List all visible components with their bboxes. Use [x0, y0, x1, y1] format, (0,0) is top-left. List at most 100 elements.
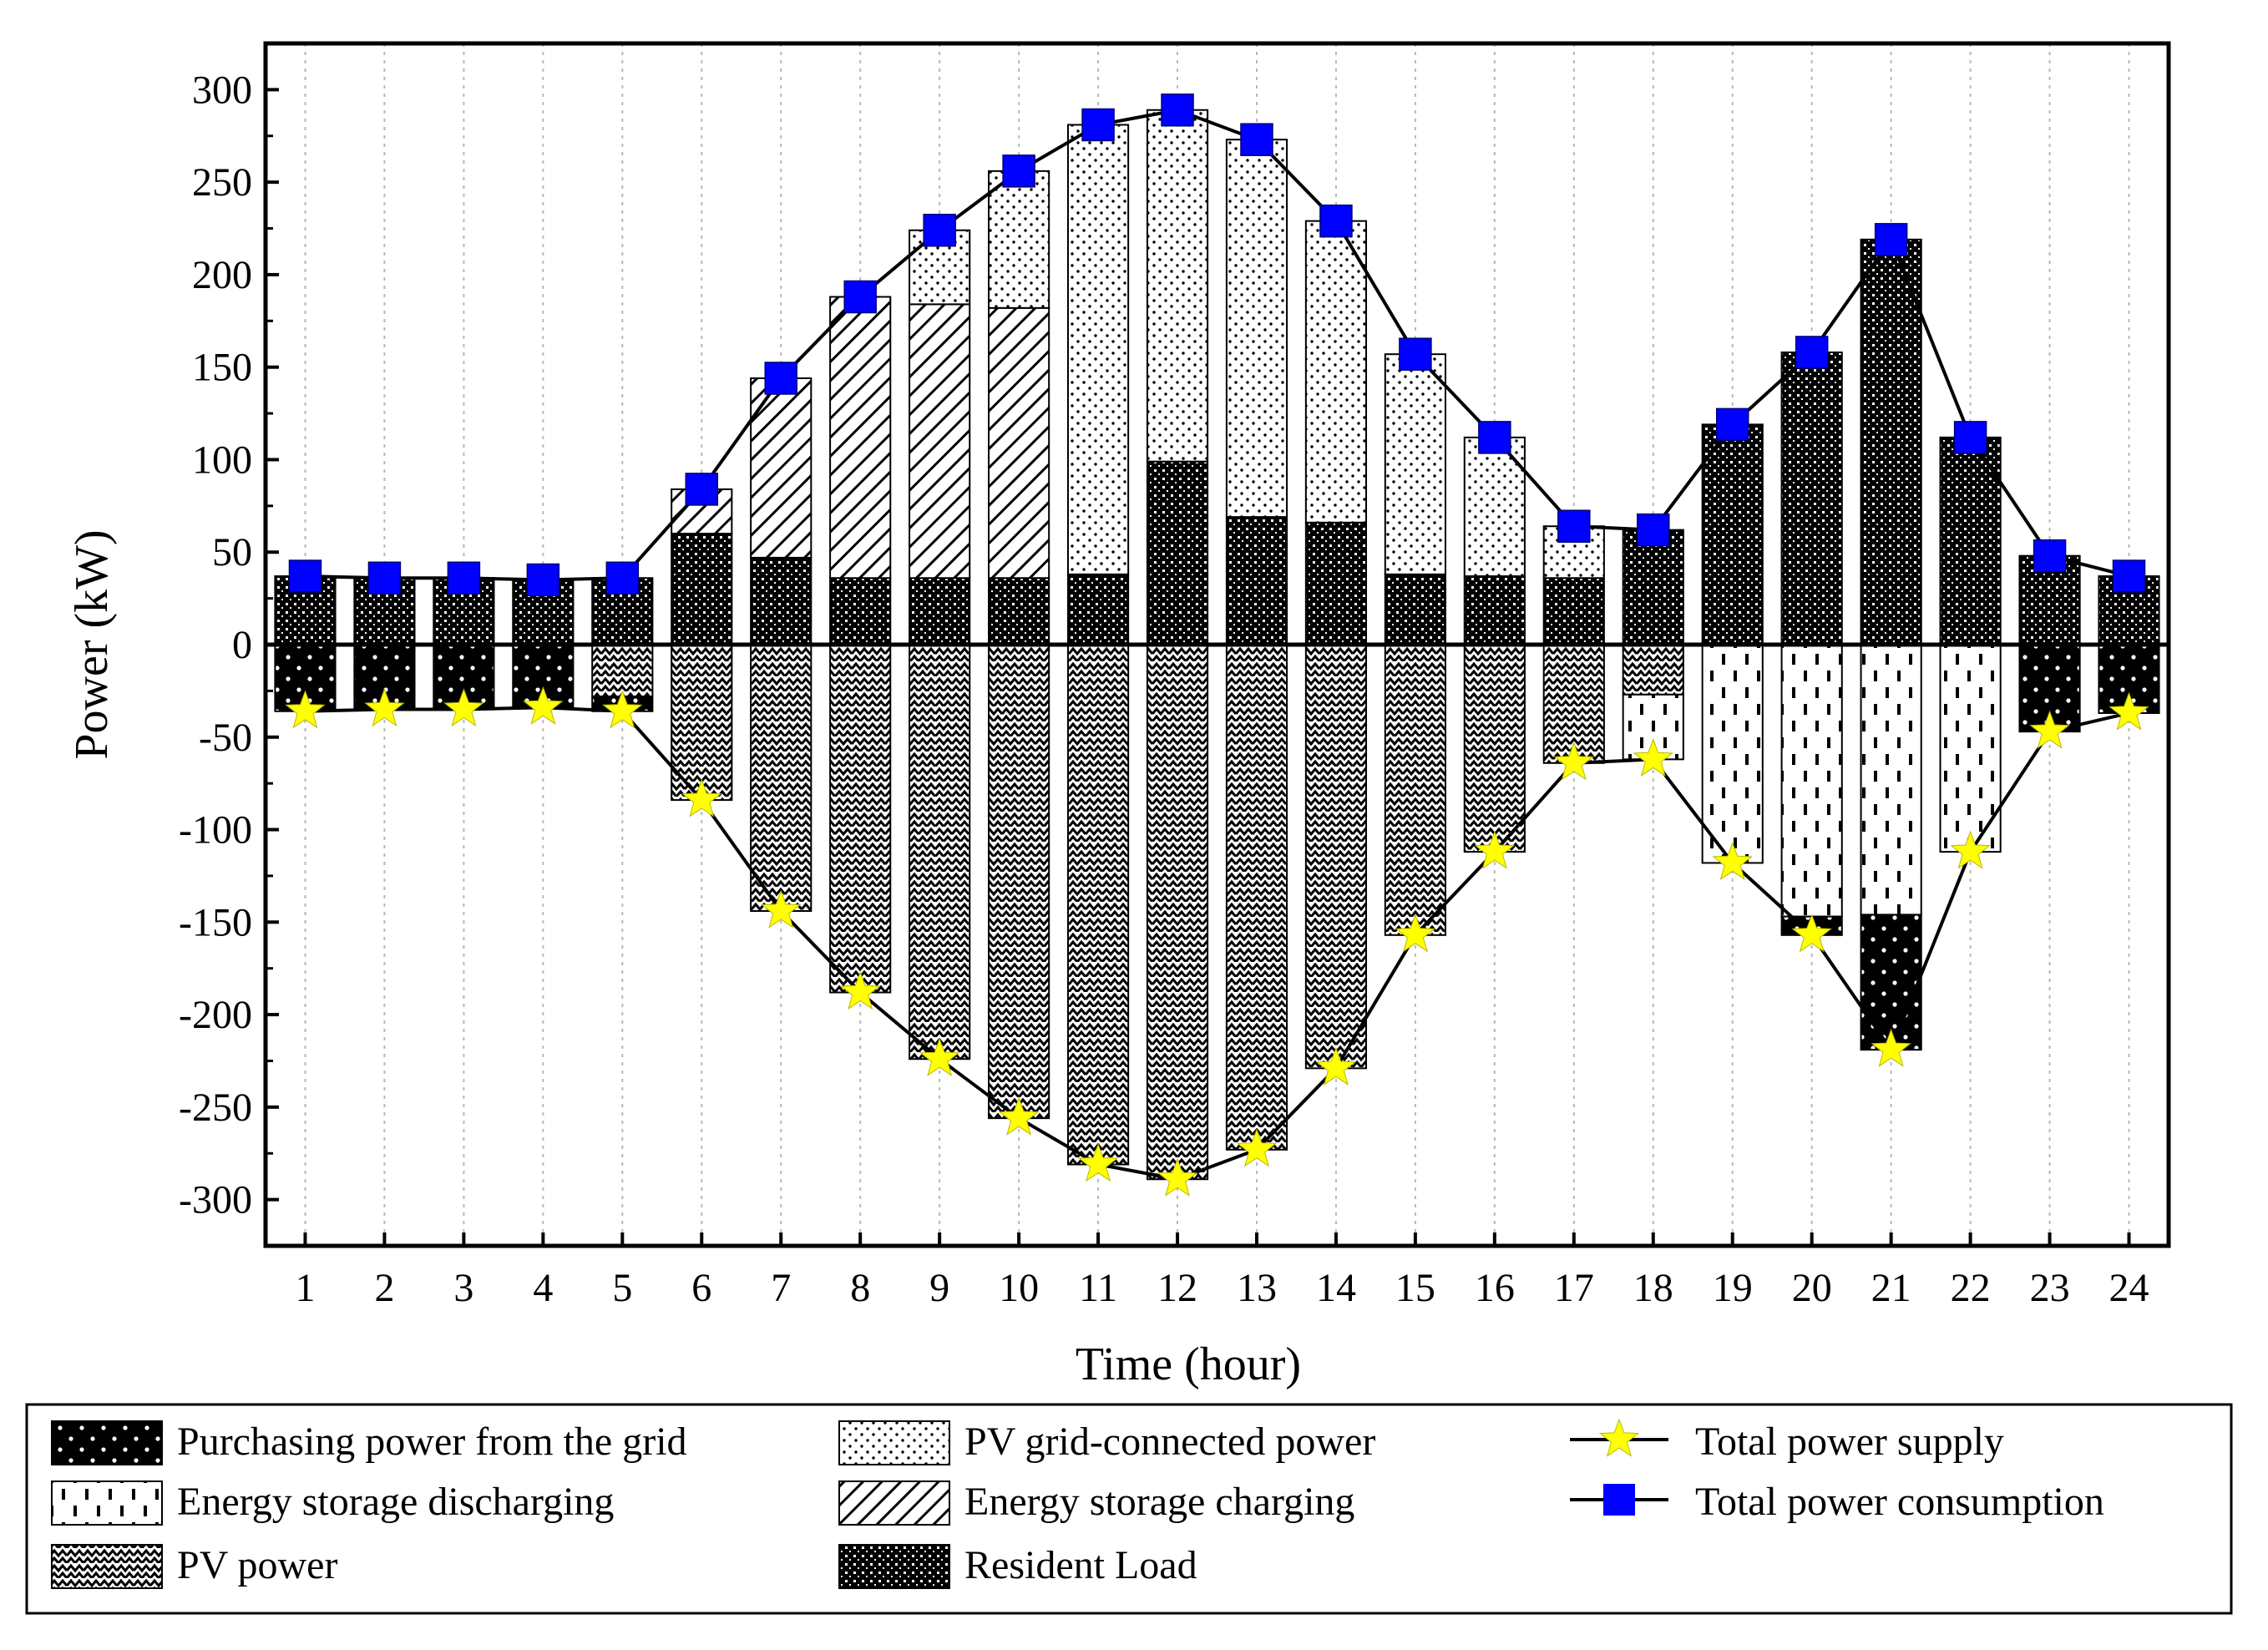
consumption-point-7	[764, 362, 797, 395]
bar-pv-9	[909, 644, 971, 1060]
x-tick-label: 4	[533, 1266, 553, 1310]
supply-point-1	[285, 690, 326, 729]
legend-item-charge: Energy storage charging	[838, 1480, 1354, 1526]
x-tick-label: 3	[453, 1266, 473, 1310]
y-tick-label: -50	[199, 716, 252, 760]
bar-resident-7	[750, 556, 813, 646]
bar-resident-13	[1225, 516, 1288, 646]
legend-label: Resident Load	[964, 1543, 1197, 1587]
consumption-point-10	[1002, 154, 1035, 188]
bar-resident-9	[909, 577, 971, 645]
bar-pvgrid-12	[1146, 109, 1209, 463]
legend-item-discharge: Energy storage discharging	[51, 1480, 614, 1526]
consumption-point-21	[1874, 223, 1908, 256]
y-tick-label: -250	[179, 1086, 252, 1130]
consumption-point-8	[843, 280, 877, 314]
supply-point-22	[1950, 830, 1991, 869]
x-tick-label: 18	[1633, 1266, 1673, 1310]
consumption-point-1	[288, 559, 322, 593]
x-tick-label: 9	[929, 1266, 949, 1310]
supply-point-20	[1791, 914, 1832, 953]
consumption-point-18	[1637, 513, 1670, 547]
consumption-point-16	[1478, 421, 1511, 454]
bar-pv-15	[1384, 644, 1446, 936]
x-tick-label: 23	[2030, 1266, 2070, 1310]
supply-point-17	[1553, 741, 1594, 781]
supply-point-5	[602, 690, 643, 729]
bar-resident-15	[1384, 573, 1446, 645]
legend-item-grid: Purchasing power from the grid	[51, 1420, 687, 1465]
consumption-point-22	[1953, 421, 1987, 454]
bar-resident-16	[1463, 575, 1526, 645]
bar-pv-7	[750, 644, 813, 913]
legend-swatch-pvgrid	[838, 1420, 950, 1465]
legend: Purchasing power from the grid PV grid-co…	[25, 1403, 2233, 1615]
supply-point-15	[1395, 914, 1436, 953]
x-axis-title: Time (hour)	[1076, 1339, 1301, 1390]
consumption-point-15	[1399, 337, 1432, 371]
bar-resident-22	[1939, 436, 2002, 646]
line-star	[305, 706, 2129, 1182]
supply-point-3	[443, 688, 484, 727]
consumption-point-19	[1715, 407, 1749, 442]
legend-swatch-grid	[51, 1420, 163, 1465]
bar-resident-17	[1542, 577, 1605, 645]
y-axis-title: Power (kW)	[66, 529, 118, 759]
bar-pv-18	[1622, 644, 1684, 696]
supply-point-13	[1236, 1128, 1278, 1167]
bar-pv-5	[591, 644, 654, 698]
legend-frame	[25, 1403, 2233, 1615]
series-markers	[285, 94, 2149, 1197]
bar-resident-14	[1304, 521, 1368, 645]
supply-point-6	[681, 778, 722, 817]
supply-point-23	[2029, 710, 2070, 749]
bar-resident-6	[671, 533, 733, 645]
bar-charge-9	[909, 303, 971, 580]
legend-item-pv: PV power	[51, 1543, 337, 1589]
y-tick-label: -200	[179, 993, 252, 1037]
consumption-point-23	[2033, 539, 2067, 573]
supply-point-18	[1633, 737, 1673, 777]
bar-pv-6	[671, 644, 733, 802]
supply-point-2	[364, 688, 405, 727]
supply-point-8	[840, 971, 881, 1010]
supply-point-7	[761, 889, 802, 929]
x-tick-label: 15	[1395, 1266, 1435, 1310]
legend-item-pvgrid: PV grid-connected power	[838, 1420, 1375, 1465]
x-tick-label: 12	[1157, 1266, 1197, 1310]
legend-label: Energy storage charging	[964, 1480, 1354, 1524]
bar-resident-21	[1860, 238, 1922, 645]
bar-discharge-21	[1860, 644, 1922, 916]
y-tick-label: 250	[192, 160, 252, 205]
bar-resident-8	[829, 577, 892, 645]
bar-pv-8	[829, 644, 892, 994]
consumption-point-6	[685, 473, 719, 506]
y-tick-label: 50	[212, 530, 252, 574]
legend-swatch-resident	[838, 1544, 950, 1589]
bar-discharge-20	[1780, 644, 1843, 918]
legend-label: Energy storage discharging	[177, 1480, 614, 1524]
y-tick-label: 0	[232, 623, 252, 667]
consumption-point-2	[367, 561, 402, 595]
bar-pvgrid-14	[1304, 220, 1368, 524]
supply-point-9	[919, 1037, 960, 1076]
x-tick-label: 16	[1475, 1266, 1515, 1310]
y-tick-label: 200	[192, 253, 252, 297]
consumption-point-13	[1240, 123, 1273, 156]
y-tick-label: 300	[192, 68, 252, 112]
bar-pvgrid-13	[1225, 139, 1288, 519]
supply-point-19	[1712, 841, 1753, 880]
line-square	[305, 108, 2129, 582]
bar-grid-21	[1860, 914, 1922, 1051]
legend-item-resident: Resident Load	[838, 1543, 1197, 1589]
consumption-point-4	[526, 563, 560, 597]
bar-resident-11	[1066, 573, 1130, 645]
supply-point-16	[1474, 830, 1516, 869]
consumption-point-12	[1161, 94, 1194, 127]
bar-resident-10	[988, 577, 1050, 645]
consumption-point-14	[1319, 204, 1353, 238]
legend-label: PV power	[177, 1543, 337, 1587]
legend-item-square: Total power consumption	[1570, 1480, 2104, 1524]
supply-point-4	[523, 686, 564, 725]
bar-resident-18	[1622, 529, 1684, 646]
